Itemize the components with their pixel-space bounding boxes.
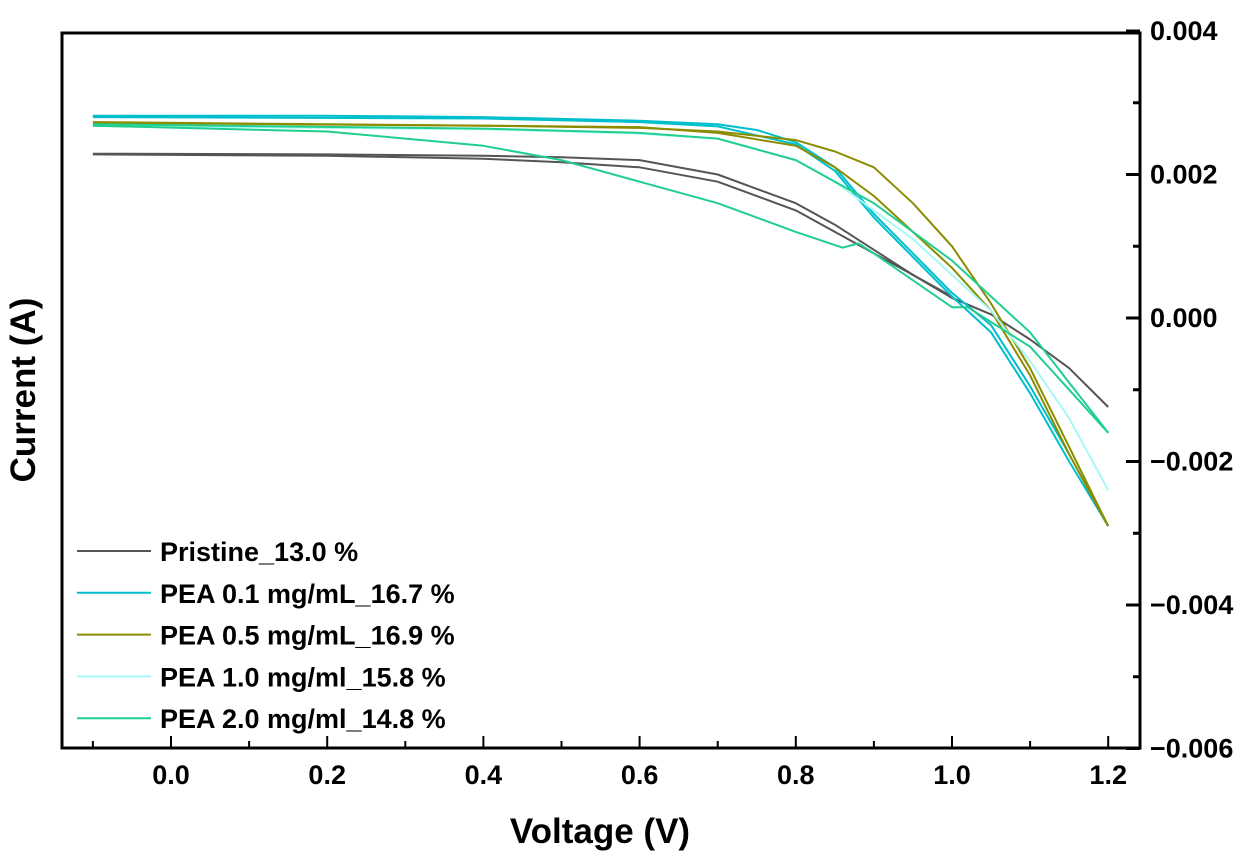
x-tick-label: 1.0 <box>933 760 971 790</box>
y-tick-label: −0.006 <box>1150 734 1233 764</box>
series-line <box>92 152 1109 408</box>
y-tick-label: 0.000 <box>1150 303 1218 333</box>
legend-label: PEA 1.0 mg/ml_15.8 % <box>160 662 446 692</box>
legend-label: PEA 0.5 mg/mL_16.9 % <box>160 621 455 651</box>
series-line <box>92 123 1109 434</box>
x-tick-label: 1.2 <box>1089 760 1127 790</box>
legend-item: Pristine_13.0 % <box>77 537 358 567</box>
x-axis-title: Voltage (V) <box>510 812 690 851</box>
series-line <box>92 121 1110 527</box>
series-lines <box>92 114 1110 527</box>
legend-label: PEA 2.0 mg/ml_14.8 % <box>160 704 446 734</box>
series-line <box>92 153 953 298</box>
series-line <box>92 116 1110 527</box>
y-tick-label: −0.002 <box>1150 447 1233 477</box>
y-axis-ticks: 0.004 0.002 0.000 −0.002 −0.004 −0.006 <box>1126 16 1233 764</box>
legend-item: PEA 0.1 mg/mL_16.7 % <box>77 579 455 609</box>
x-tick-label: 0.6 <box>621 760 659 790</box>
x-tick-label: 0.4 <box>465 760 503 790</box>
y-axis-title: Current (A) <box>4 298 43 483</box>
y-tick-label: 0.004 <box>1150 16 1218 46</box>
legend-item: PEA 1.0 mg/ml_15.8 % <box>77 662 446 692</box>
x-tick-label: 0.0 <box>152 760 190 790</box>
x-axis-ticks: 0.0 0.2 0.4 0.6 0.8 1.0 1.2 <box>91 736 1127 790</box>
legend-label: PEA 0.1 mg/mL_16.7 % <box>160 579 455 609</box>
legend-item: PEA 0.5 mg/mL_16.9 % <box>77 621 455 651</box>
y-tick-label: 0.002 <box>1150 160 1218 190</box>
legend-label: Pristine_13.0 % <box>160 537 358 567</box>
legend: Pristine_13.0 % PEA 0.1 mg/mL_16.7 % PEA 0… <box>77 537 455 734</box>
x-tick-label: 0.8 <box>777 760 815 790</box>
legend-item: PEA 2.0 mg/ml_14.8 % <box>77 704 446 734</box>
series-line <box>92 121 1110 527</box>
y-tick-label: −0.004 <box>1150 590 1233 620</box>
series-line <box>92 114 1110 527</box>
series-line <box>92 124 1109 434</box>
x-tick-label: 0.2 <box>308 760 346 790</box>
